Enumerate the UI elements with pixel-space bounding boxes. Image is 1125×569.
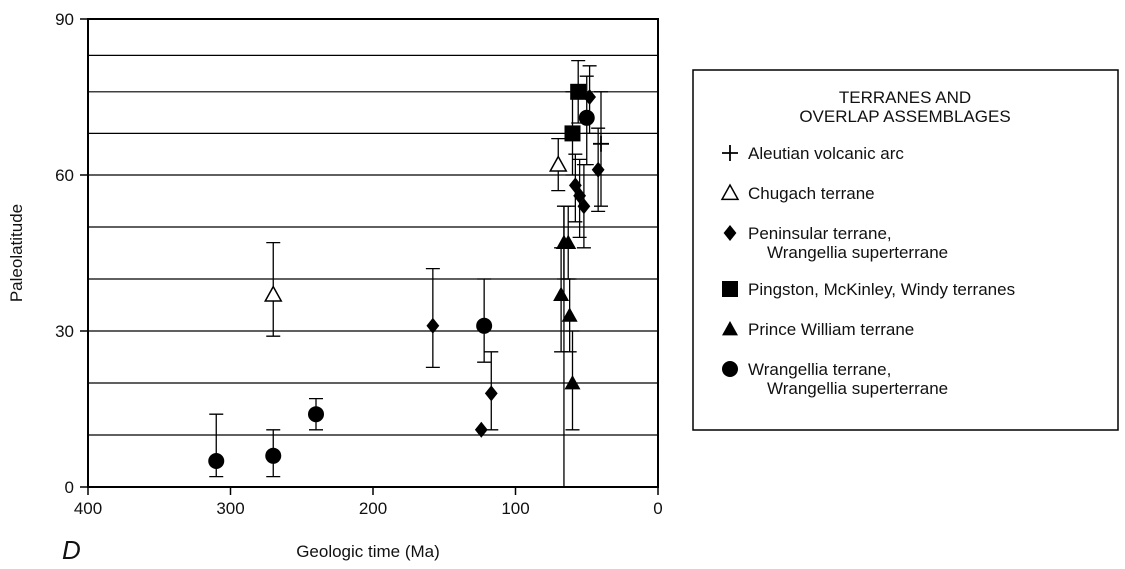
point-2-5 — [577, 198, 591, 215]
point-4-0 — [553, 286, 570, 301]
error-bars — [209, 59, 608, 487]
legend-label-2-1: Wrangellia superterrane — [767, 243, 948, 262]
legend-label-5-1: Wrangellia superterrane — [767, 379, 948, 398]
point-5-2 — [308, 406, 324, 423]
panel-label: D — [62, 535, 81, 565]
point-2-6 — [583, 89, 596, 105]
legend-marker-2 — [723, 225, 737, 241]
legend-marker-4 — [722, 321, 738, 336]
point-2-0 — [426, 317, 440, 334]
legend-label-1-0: Chugach terrane — [748, 184, 875, 203]
point-3-0 — [564, 125, 581, 142]
legend-marker-0 — [722, 145, 738, 161]
legend-box — [692, 69, 1119, 431]
point-5-0 — [208, 453, 225, 469]
x-tick-label-0: 400 — [74, 499, 102, 518]
legend-title-line-0: TERRANES AND — [839, 88, 971, 107]
x-tick-label-2: 200 — [359, 499, 387, 518]
x-axis-title: Geologic time (Ma) — [296, 542, 440, 561]
y-tick-label-3: 90 — [55, 10, 74, 29]
y-tick-label-1: 30 — [55, 322, 74, 341]
y-tick-label-0: 0 — [65, 478, 74, 497]
gridlines — [88, 54, 658, 436]
legend-marker-3 — [722, 281, 738, 297]
point-2-1 — [474, 421, 488, 438]
legend-title-line-1: OVERLAP ASSEMBLAGES — [799, 107, 1010, 126]
point-0-0 — [593, 135, 609, 152]
x-axis: 400 300 200 100 0 — [74, 487, 663, 518]
point-4-3 — [561, 307, 578, 322]
point-1-1 — [548, 155, 568, 172]
legend-label-3-0: Pingston, McKinley, Windy terranes — [748, 280, 1015, 299]
point-2-7 — [591, 161, 605, 178]
point-3-1 — [570, 83, 587, 100]
y-axis-title: Paleolatitude — [7, 204, 26, 302]
legend-label-0-0: Aleutian volcanic arc — [748, 144, 904, 163]
point-2-2 — [484, 385, 498, 402]
legend-label-2-0: Peninsular terrane, — [748, 224, 892, 243]
point-5-1 — [265, 447, 282, 464]
legend-label-5-0: Wrangellia terrane, — [748, 360, 891, 379]
legend-label-4-0: Prince William terrane — [748, 320, 914, 339]
data-points — [208, 83, 609, 469]
point-5-4 — [578, 109, 595, 126]
point-1-0 — [263, 285, 283, 302]
y-tick-label-2: 60 — [55, 166, 74, 185]
legend-marker-5 — [722, 361, 738, 377]
x-tick-label-3: 100 — [501, 499, 529, 518]
y-axis: 0 30 60 90 — [55, 10, 88, 497]
point-4-4 — [564, 375, 581, 390]
x-tick-label-4: 0 — [653, 499, 662, 518]
x-tick-label-1: 300 — [216, 499, 244, 518]
point-5-3 — [476, 317, 493, 334]
point-4-2 — [560, 234, 577, 249]
legend-marker-1 — [720, 183, 740, 201]
